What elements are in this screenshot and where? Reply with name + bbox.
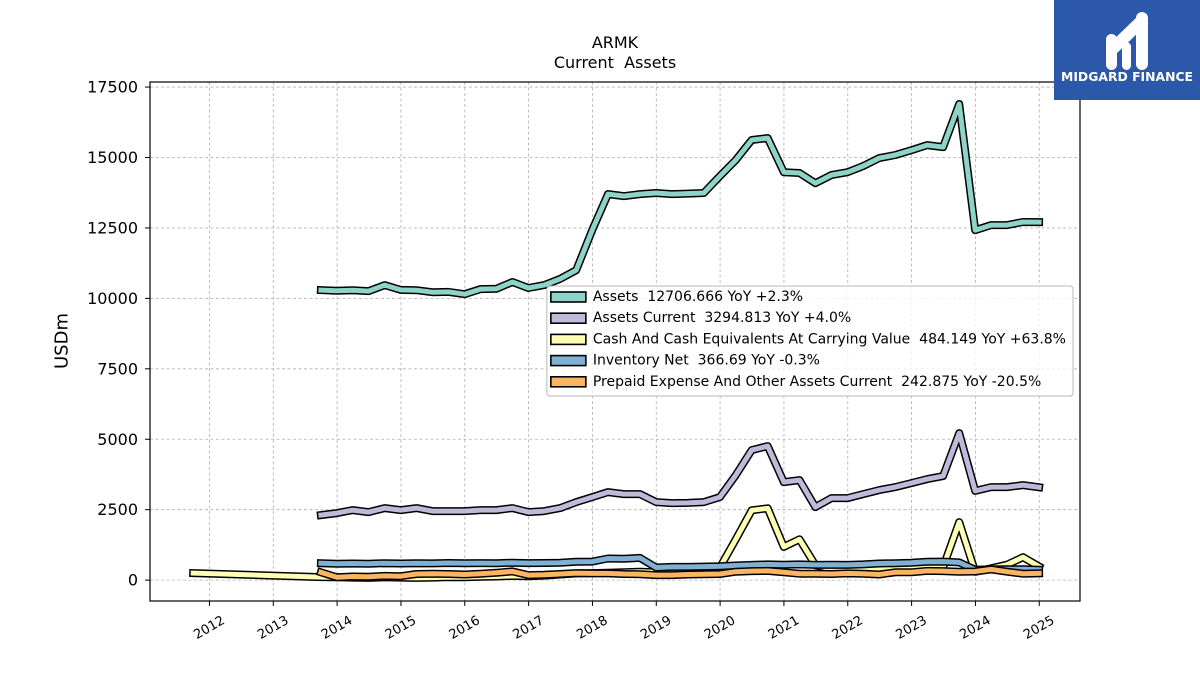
y-tick-label: 15000 [87, 148, 138, 167]
legend-label-5: Prepaid Expense And Other Assets Current… [593, 374, 1041, 390]
legend-label-3: Cash And Cash Equivalents At Carrying Va… [593, 331, 1066, 347]
axes-frame [149, 81, 1081, 602]
legend-swatch-3 [550, 333, 587, 346]
chart-subtitle: Current Assets [554, 53, 676, 72]
legend-box [546, 285, 1074, 397]
y-tick-label: 7500 [97, 359, 138, 378]
legend-swatch-4 [550, 354, 587, 367]
series-line-1 [318, 101, 1042, 297]
series-lines [189, 100, 1045, 582]
legend-label-4: Inventory Net 366.69 YoY -0.3% [593, 353, 820, 369]
series-line-5 [317, 566, 1042, 580]
legend-swatch-1 [550, 291, 587, 303]
logo-text: MIDGARD FINANCE [1061, 70, 1193, 84]
series-line-2 [318, 430, 1042, 518]
y-tick-label: 12500 [87, 218, 138, 237]
legend: Assets 12706.666 YoY +2.3% Assets Current… [546, 285, 1074, 397]
series-line-4 [318, 555, 1042, 573]
logo: MIDGARD FINANCE [1054, 0, 1200, 100]
y-tick-label: 0 [128, 571, 138, 590]
y-tick-label: 10000 [87, 289, 138, 308]
y-tick-label: 5000 [97, 430, 138, 449]
legend-swatch-2 [550, 312, 587, 325]
legend-label-1: Assets 12706.666 YoY +2.3% [593, 289, 803, 305]
y-tick-label: 17500 [87, 78, 138, 97]
chart-title: ARMK [592, 33, 639, 52]
y-tick-label: 2500 [97, 500, 138, 519]
legend-swatch-5 [550, 375, 587, 388]
legend-label-2: Assets Current 3294.813 YoY +4.0% [593, 310, 851, 326]
y-axis-label: USDm [52, 313, 73, 369]
logo-icon [1106, 12, 1148, 70]
